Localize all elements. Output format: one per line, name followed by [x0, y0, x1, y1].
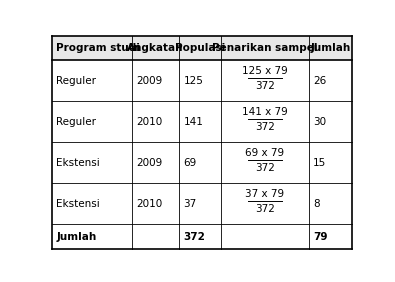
- Text: 2010: 2010: [136, 199, 162, 209]
- Text: 79: 79: [313, 232, 328, 242]
- Text: 8: 8: [313, 199, 320, 209]
- Text: 26: 26: [313, 76, 327, 86]
- Text: 37 x 79: 37 x 79: [245, 189, 284, 199]
- Text: Populasi: Populasi: [175, 43, 225, 53]
- Text: Penarikan sampel: Penarikan sampel: [212, 43, 318, 53]
- Text: 30: 30: [313, 117, 326, 127]
- Text: Jumlah: Jumlah: [56, 232, 97, 242]
- Text: Reguler: Reguler: [56, 117, 96, 127]
- Text: Reguler: Reguler: [56, 76, 96, 86]
- Text: 125 x 79: 125 x 79: [242, 66, 288, 76]
- Text: 372: 372: [255, 204, 275, 214]
- Text: Angkatan: Angkatan: [127, 43, 184, 53]
- Text: 372: 372: [255, 122, 275, 132]
- Text: Program studi: Program studi: [56, 43, 140, 53]
- Text: 2009: 2009: [136, 158, 162, 168]
- Bar: [53, 36, 352, 60]
- Text: 2010: 2010: [136, 117, 162, 127]
- Text: 37: 37: [183, 199, 197, 209]
- Text: 372: 372: [255, 81, 275, 91]
- Text: 2009: 2009: [136, 76, 162, 86]
- Text: 141: 141: [183, 117, 203, 127]
- Text: Ekstensi: Ekstensi: [56, 199, 100, 209]
- Text: 372: 372: [183, 232, 205, 242]
- Text: Ekstensi: Ekstensi: [56, 158, 100, 168]
- Text: 69 x 79: 69 x 79: [245, 148, 284, 158]
- Text: Jumlah: Jumlah: [311, 43, 351, 53]
- Text: 69: 69: [183, 158, 197, 168]
- Text: 15: 15: [313, 158, 327, 168]
- Text: 141 x 79: 141 x 79: [242, 107, 288, 117]
- Text: 372: 372: [255, 163, 275, 173]
- Text: 125: 125: [183, 76, 203, 86]
